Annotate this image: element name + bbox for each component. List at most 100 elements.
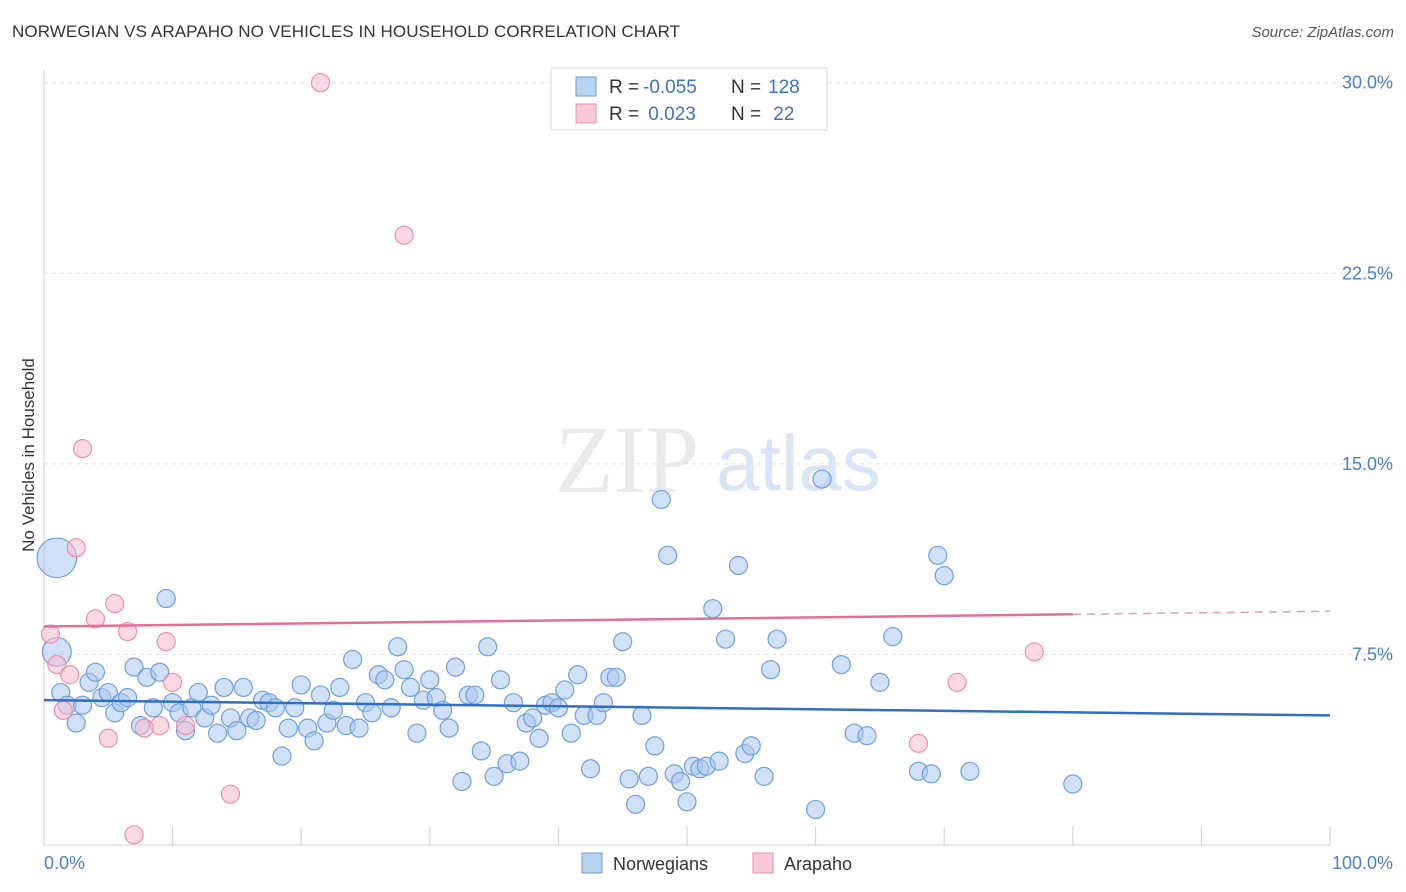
y-tick-label-0: 7.5% <box>1352 644 1393 664</box>
norwegians-point-62 <box>439 718 459 738</box>
norwegians-point-50 <box>362 703 382 723</box>
norwegians-point-94 <box>645 736 665 756</box>
bottom-legend-swatch-norwegians <box>581 852 603 874</box>
norwegians-point-123 <box>960 761 980 781</box>
y-tick-label-2: 22.5% <box>1342 263 1393 283</box>
norwegians-point-35 <box>265 698 286 718</box>
norwegians-point-42 <box>310 685 331 705</box>
norwegians-point-45 <box>330 677 350 698</box>
y-tick-label-3: 30.0% <box>1342 73 1393 93</box>
norwegians-point-4 <box>66 713 86 733</box>
norwegians-point-52 <box>375 670 395 690</box>
legend-r-label-norwegians: R = <box>609 77 639 98</box>
x-tick-label-max: 100.0% <box>1332 853 1393 873</box>
arapaho-point-13 <box>163 672 183 692</box>
norwegians-point-17 <box>150 662 170 682</box>
norwegians-point-120 <box>921 764 941 784</box>
grid-lines <box>44 82 1393 655</box>
arapaho-point-19 <box>947 672 967 692</box>
norwegians-point-99 <box>677 792 697 812</box>
legend-n-label-arapaho: N = <box>731 104 761 125</box>
norwegians-point-67 <box>471 741 491 761</box>
norwegians-point-103 <box>703 599 723 619</box>
chart-title: NORWEGIAN VS ARAPAHO NO VEHICLES IN HOUS… <box>12 22 681 41</box>
norwegians-point-70 <box>490 670 511 690</box>
norwegians-point-105 <box>715 629 736 649</box>
stats-legend-box <box>550 67 828 131</box>
norwegians-point-56 <box>400 677 421 698</box>
legend-n-label-norwegians: N = <box>731 77 761 98</box>
norwegians-point-30 <box>233 677 253 698</box>
norwegians-point-27 <box>214 677 234 698</box>
norwegians-point-96 <box>658 545 678 565</box>
watermark-atlas: atlas <box>716 419 881 507</box>
norwegians-point-69 <box>484 766 504 786</box>
y-tick-label-1: 15.0% <box>1342 454 1393 474</box>
norwegians-point-81 <box>561 723 581 743</box>
arapaho-point-21 <box>134 718 154 738</box>
watermark: ZIP atlas <box>555 406 881 513</box>
arapaho-points <box>40 73 1044 845</box>
legend-n-value-arapaho: 22 <box>768 104 794 125</box>
norwegians-points <box>36 469 1083 820</box>
x-tick-label-min: 0.0% <box>44 853 85 873</box>
arapaho-point-16 <box>310 73 331 93</box>
arapaho-point-6 <box>85 609 106 629</box>
norwegians-point-116 <box>857 726 877 746</box>
norwegians-point-29 <box>227 721 247 741</box>
legend-swatch-norwegians <box>575 76 597 97</box>
arapaho-point-8 <box>105 594 125 614</box>
norwegians-point-104 <box>709 751 729 771</box>
norwegians-point-108 <box>741 736 761 756</box>
norwegians-point-18 <box>156 588 176 609</box>
norwegians-point-82 <box>568 665 588 685</box>
norwegians-point-89 <box>613 632 633 652</box>
arapaho-point-20 <box>1024 642 1044 662</box>
norwegians-point-79 <box>548 698 569 718</box>
norwegians-point-37 <box>278 718 298 738</box>
legend-r-label-arapaho: R = <box>609 104 639 125</box>
norwegians-point-98 <box>670 771 691 792</box>
axes <box>43 70 1331 846</box>
norwegians-point-73 <box>510 751 530 771</box>
source-label: Source: ZipAtlas.com <box>1251 24 1394 41</box>
bottom-legend-swatch-arapaho <box>752 852 774 874</box>
y-axis-title: No Vehicles in Household <box>19 358 38 552</box>
norwegians-point-72 <box>503 693 523 713</box>
norwegians-point-53 <box>381 698 401 718</box>
arapaho-point-9 <box>117 621 138 642</box>
norwegians-point-110 <box>760 660 781 680</box>
arapaho-point-10 <box>124 825 144 845</box>
norwegians-point-76 <box>529 728 549 748</box>
arapaho-point-1 <box>47 654 67 675</box>
watermark-zip: ZIP <box>555 406 699 513</box>
norwegians-point-86 <box>593 693 614 713</box>
norwegians-point-112 <box>805 799 826 820</box>
arapaho-point-5 <box>72 439 93 459</box>
norwegians-point-91 <box>625 794 646 814</box>
series-legend: Norwegians Arapaho <box>581 852 852 874</box>
arapaho-point-4 <box>66 538 86 558</box>
legend-swatch-arapaho <box>575 103 597 124</box>
norwegians-point-26 <box>208 723 228 743</box>
arapaho-point-3 <box>60 665 80 685</box>
arapaho-point-18 <box>908 733 929 753</box>
norwegians-point-93 <box>638 766 659 786</box>
norwegians-point-109 <box>754 766 774 786</box>
norwegians-point-122 <box>934 566 954 586</box>
norwegians-point-57 <box>407 723 427 743</box>
norwegians-point-55 <box>394 660 414 680</box>
norwegians-point-48 <box>349 718 369 738</box>
norwegians-point-12 <box>117 688 138 708</box>
stats-legend: R = -0.055 N = 128 R = 0.023 N = 22 <box>550 67 828 131</box>
norwegians-point-39 <box>291 675 311 695</box>
norwegians-point-114 <box>831 654 851 675</box>
norwegians-point-118 <box>883 627 903 647</box>
norwegians-point-113 <box>812 469 832 489</box>
norwegians-point-121 <box>928 545 948 565</box>
arapaho-trend-line-extension <box>1072 610 1331 616</box>
norwegians-point-36 <box>272 746 292 766</box>
norwegians-point-80 <box>555 680 575 700</box>
norwegians-point-47 <box>343 649 363 670</box>
norwegians-point-88 <box>606 667 626 687</box>
